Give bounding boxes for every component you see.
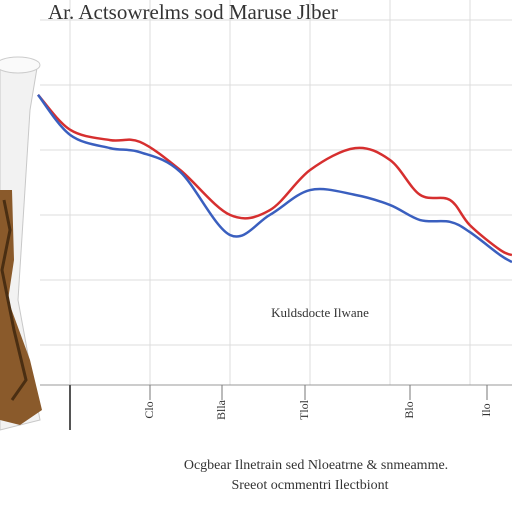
x-tick-label: Blla: [214, 399, 228, 420]
vase-illustration: [0, 56, 42, 431]
x-tick-label: Clo: [142, 401, 156, 418]
data-line: [37, 93, 512, 257]
glass-rim: [0, 56, 41, 74]
caption-line: Sreeot ocmmentri Ilectbiont: [231, 478, 388, 493]
x-tick-label: Ilo: [479, 403, 493, 416]
x-tick-label: Tlol: [297, 399, 311, 420]
chart-title: Ar. Actsowrelms sod Maruse Jlber: [48, 0, 338, 24]
grid: [40, 0, 512, 430]
data-line: [37, 94, 512, 264]
annotation: Kuldsdocte Ilwane: [271, 305, 369, 320]
caption-line: Ocgbear Ilnetrain sed Nloeatrne & snmeam…: [184, 458, 448, 473]
x-tick-label: Blo: [402, 401, 416, 418]
sculpture: [0, 190, 42, 425]
sculpture-detail: [0, 199, 28, 401]
